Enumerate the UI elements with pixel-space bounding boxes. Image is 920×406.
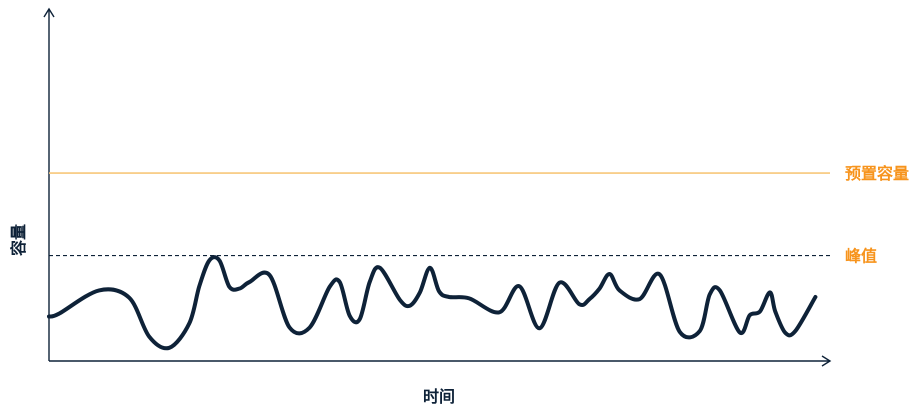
reference-lines bbox=[49, 172, 830, 257]
chart-axes bbox=[43, 7, 832, 367]
y-axis-arrow bbox=[43, 7, 55, 18]
series-layer bbox=[47, 255, 818, 351]
peak-label: 峰值 bbox=[845, 247, 877, 266]
capacity-series-line bbox=[47, 255, 818, 351]
y-axis-label: 容量 bbox=[9, 224, 28, 257]
provisioned-capacity-label: 预置容量 bbox=[845, 164, 909, 183]
x-axis-label: 时间 bbox=[423, 387, 455, 406]
x-axis-arrow bbox=[821, 355, 832, 367]
